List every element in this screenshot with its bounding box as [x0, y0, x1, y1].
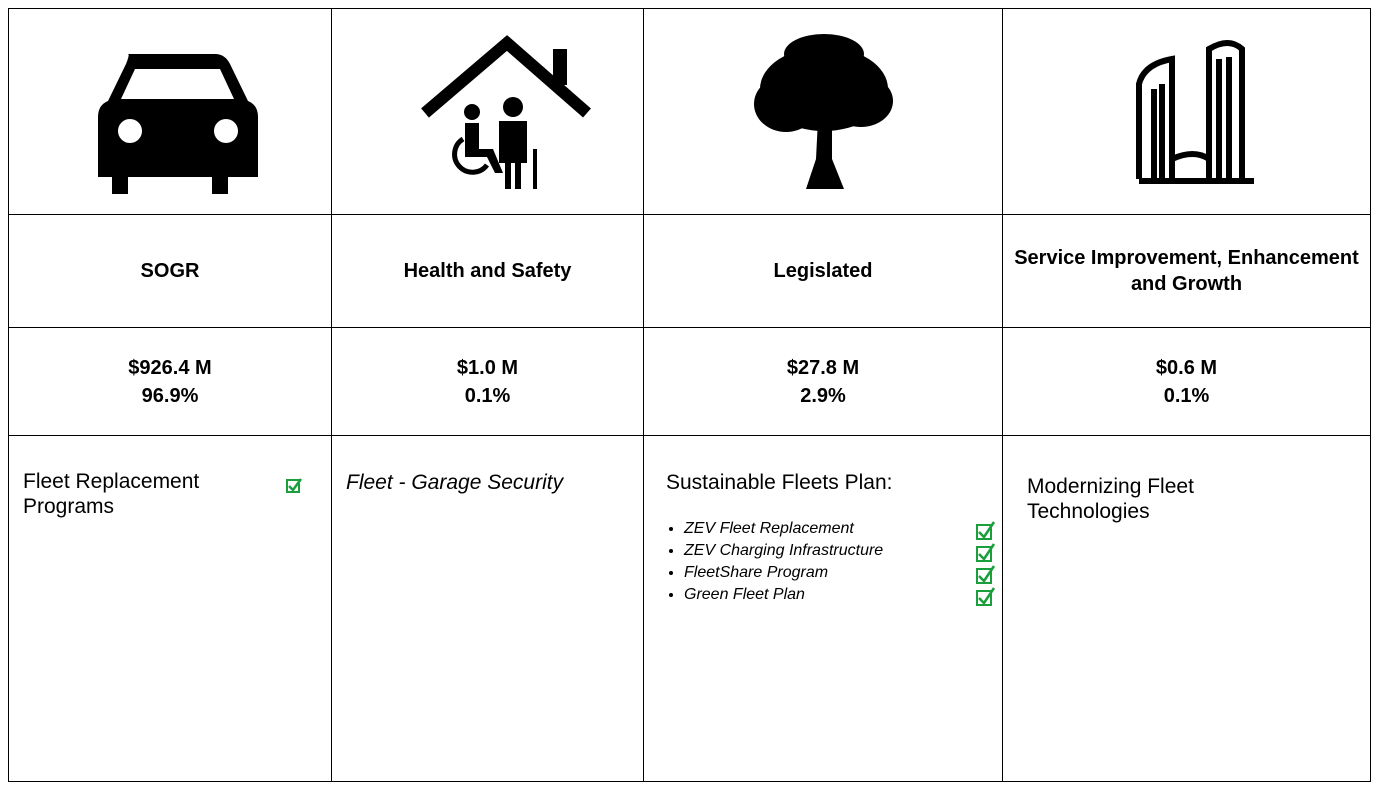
category: SOGR: [140, 260, 200, 282]
city-hall-icon: [1136, 40, 1254, 184]
description: Fleet Replacement Programs: [23, 470, 200, 518]
amount: $1.0 M: [456, 356, 519, 379]
description-cell: Sustainable Fleets Plan: ZEV Fleet Repla…: [643, 435, 1003, 782]
icon-cell: [1002, 8, 1371, 215]
amount: $926.4 M: [128, 356, 212, 379]
home-care-icon: [420, 35, 591, 189]
car-icon: [98, 54, 258, 194]
description: Modernizing Fleet Technologies: [1027, 475, 1194, 523]
share: 0.1%: [464, 384, 511, 407]
priority-table: SOGR Health and Safety Legislated Servic…: [8, 8, 1371, 782]
tree-icon: [753, 34, 893, 189]
category: Service Improvement, Enhancement and Gro…: [1014, 247, 1359, 295]
description-cell: Modernizing Fleet Technologies: [1002, 435, 1371, 782]
check-icon: [286, 478, 303, 493]
description-cell: Fleet - Garage Security: [331, 435, 644, 782]
list-item: ZEV Charging Infrastructure: [684, 540, 883, 562]
share: 96.9%: [141, 384, 199, 407]
list-item: ZEV Fleet Replacement: [684, 518, 883, 540]
description: Sustainable Fleets Plan:: [666, 471, 893, 494]
item-list: ZEV Fleet Replacement ZEV Charging Infra…: [666, 518, 883, 606]
share: 2.9%: [800, 384, 846, 407]
amount-row: $926.4 M 96.9% $1.0 M 0.1% $27.8 M 2.9% $0.…: [8, 327, 1371, 436]
icon-row: [8, 8, 1371, 215]
description-cell: Fleet Replacement Programs: [8, 435, 332, 782]
category: Legislated: [773, 260, 873, 282]
amount: $0.6 M: [1155, 356, 1218, 379]
description-row: Fleet Replacement Programs Fleet - Garag…: [8, 435, 1371, 782]
category-row: SOGR Health and Safety Legislated Servic…: [8, 214, 1371, 328]
category: Health and Safety: [403, 260, 572, 282]
icon-cell: [643, 8, 1003, 215]
amount: $27.8 M: [786, 356, 860, 379]
share: 0.1%: [1163, 384, 1210, 407]
icon-cell: [8, 8, 332, 215]
check-icons: [976, 521, 996, 606]
description: Fleet - Garage Security: [346, 471, 564, 494]
list-item: FleetShare Program: [684, 562, 883, 584]
list-item: Green Fleet Plan: [684, 584, 883, 606]
icon-cell: [331, 8, 644, 215]
